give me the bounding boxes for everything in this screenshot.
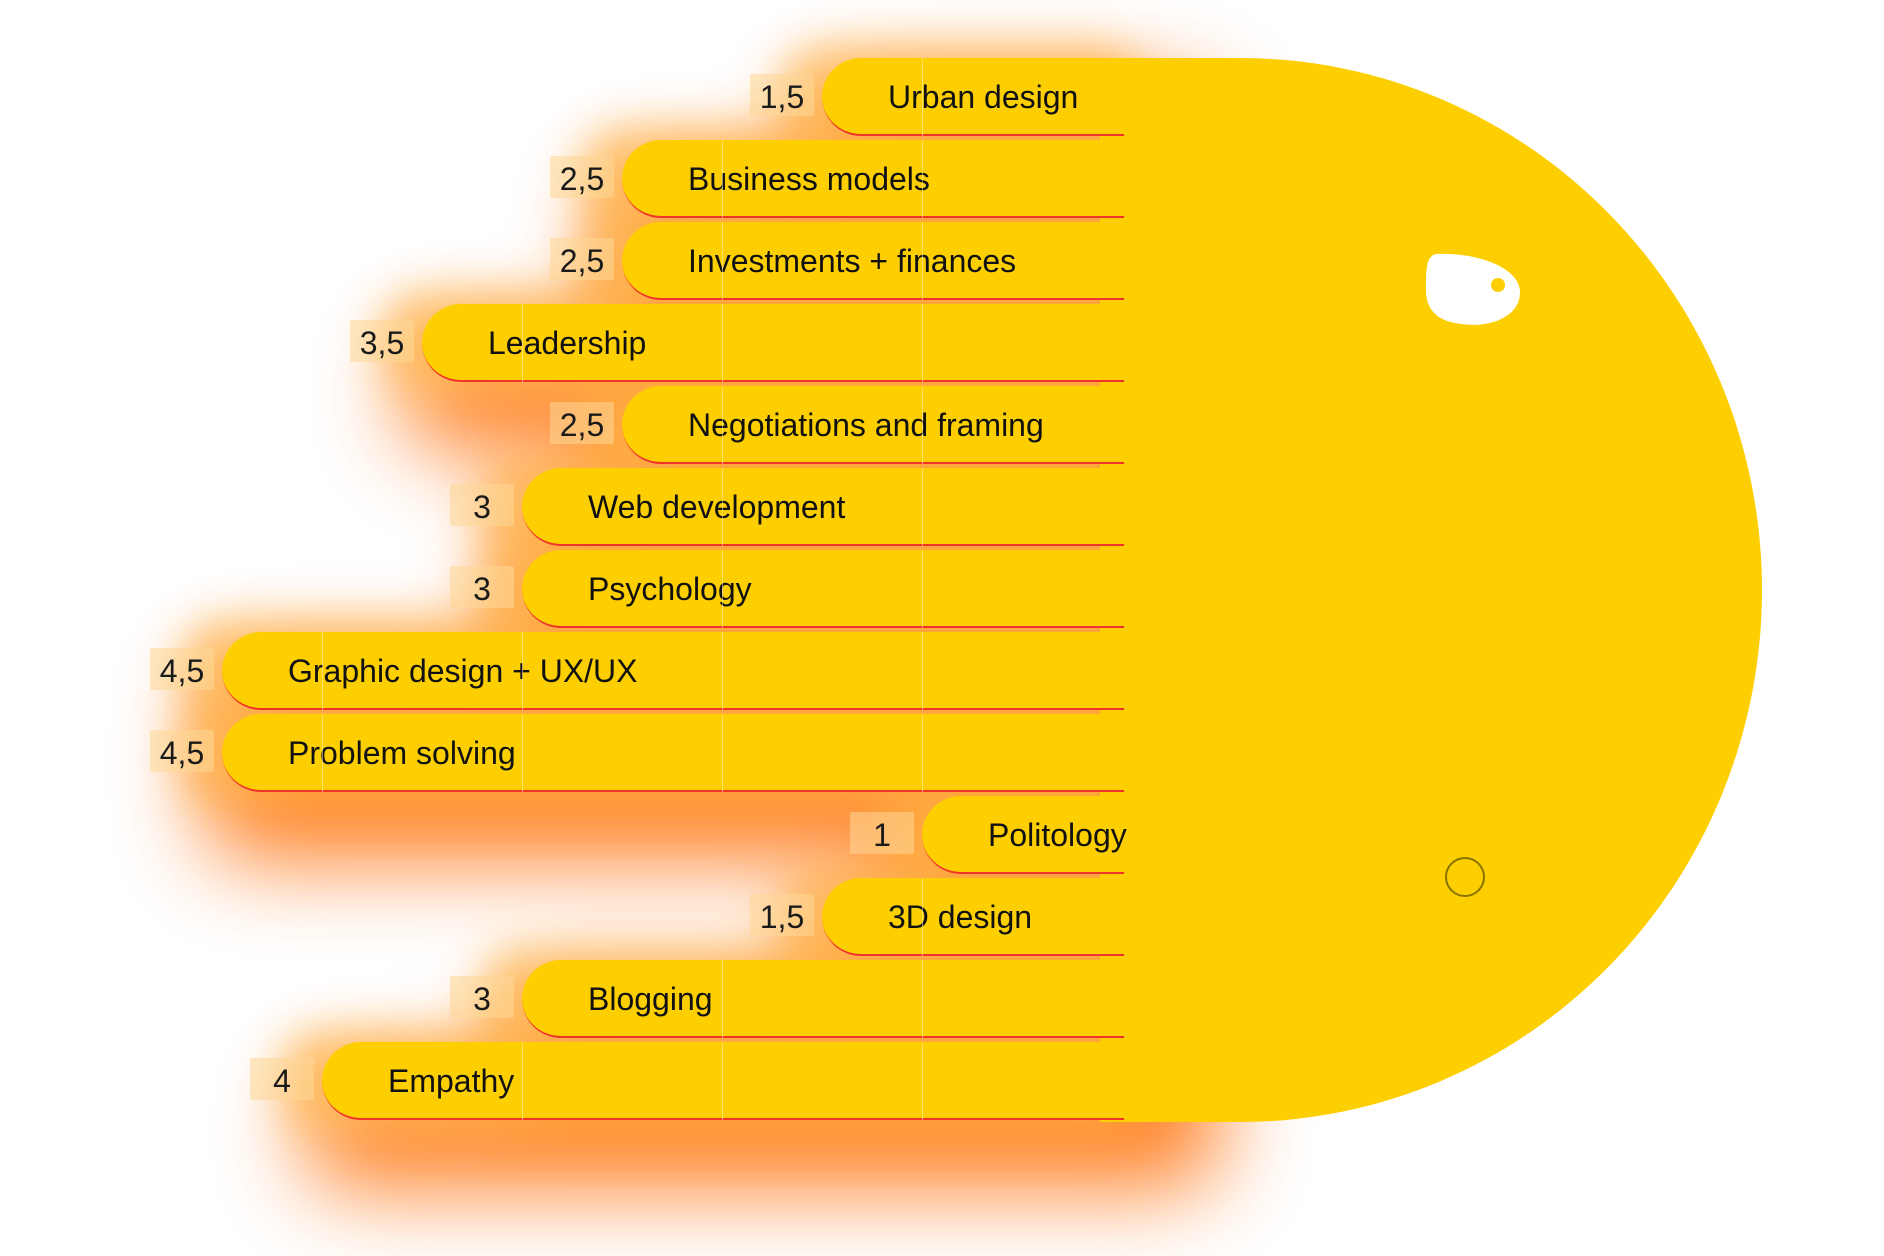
bar-label: Empathy — [388, 1063, 515, 1099]
bar — [422, 304, 1124, 382]
bar-label: Problem solving — [288, 735, 516, 771]
bar — [322, 1042, 1124, 1120]
bar — [522, 960, 1124, 1038]
value-label: 1,5 — [750, 74, 814, 116]
bar-label: Leadership — [488, 325, 647, 361]
bar — [522, 550, 1124, 628]
gridline — [722, 960, 723, 1038]
gridline — [722, 304, 723, 382]
bar — [222, 714, 1124, 792]
gridline — [322, 714, 323, 792]
bar — [622, 222, 1124, 300]
bar — [922, 796, 1124, 874]
value-label: 2,5 — [550, 156, 614, 198]
gridline — [722, 468, 723, 546]
gridline — [722, 1042, 723, 1120]
bar-row: 3D design 1,5 — [0, 878, 1884, 956]
gridline — [922, 386, 923, 464]
bar — [622, 140, 1124, 218]
bar-row: Problem solving 4,5 — [0, 714, 1884, 792]
gridline — [922, 632, 923, 710]
bar-label: Politology — [988, 817, 1127, 853]
bar-row: Web development 3 — [0, 468, 1884, 546]
gridline — [722, 550, 723, 628]
value-label: 4,5 — [150, 648, 214, 690]
gridline — [922, 58, 923, 136]
bar-label: Business models — [688, 161, 930, 197]
bar-label: Psychology — [588, 571, 752, 607]
value-label: 3 — [450, 484, 514, 526]
value-label: 1 — [850, 812, 914, 854]
gridline — [922, 714, 923, 792]
bar-label: Negotiations and framing — [688, 407, 1044, 443]
gridline — [922, 140, 923, 218]
bar-label: Web development — [588, 489, 846, 525]
gridline — [722, 386, 723, 464]
eye-pupil — [1491, 278, 1505, 292]
gridline — [722, 140, 723, 218]
gridline — [922, 550, 923, 628]
gridline — [322, 632, 323, 710]
bar-row: Empathy 4 — [0, 1042, 1884, 1120]
bar-row: Urban design 1,5 — [0, 58, 1884, 136]
bar-row: Leadership 3,5 — [0, 304, 1884, 382]
gridline — [922, 304, 923, 382]
gridline — [922, 878, 923, 956]
bar-row: Blogging 3 — [0, 960, 1884, 1038]
bar-row: Graphic design + UX/UX 4,5 — [0, 632, 1884, 710]
gridline — [922, 1042, 923, 1120]
gridline — [922, 960, 923, 1038]
bar-label: Investments + finances — [688, 243, 1017, 279]
bar — [822, 878, 1124, 956]
bar-row: Negotiations and framing 2,5 — [0, 386, 1884, 464]
gridline — [722, 714, 723, 792]
bar-label: Urban design — [888, 79, 1079, 115]
value-label: 4 — [250, 1058, 314, 1100]
value-label: 2,5 — [550, 238, 614, 280]
cursor-ring-icon — [1445, 857, 1485, 897]
gridline — [522, 1042, 523, 1120]
eye-icon — [1426, 253, 1520, 325]
value-label: 4,5 — [150, 730, 214, 772]
chomper-body — [1100, 58, 1762, 1122]
bar-row: Investments + finances 2,5 — [0, 222, 1884, 300]
bar — [222, 632, 1124, 710]
bar-row: Business models 2,5 — [0, 140, 1884, 218]
value-label: 3 — [450, 566, 514, 608]
gridline — [522, 304, 523, 382]
bar — [622, 386, 1124, 464]
bar-row: Politology 1 — [0, 796, 1884, 874]
gridline — [522, 714, 523, 792]
bar-label: 3D design — [888, 899, 1033, 935]
bar — [822, 58, 1124, 136]
gridline — [522, 632, 523, 710]
gridline — [922, 222, 923, 300]
value-label: 3 — [450, 976, 514, 1018]
gridline — [922, 468, 923, 546]
gridline — [722, 222, 723, 300]
bar-label: Blogging — [588, 981, 713, 1017]
bar-label: Graphic design + UX/UX — [288, 653, 638, 689]
value-label: 2,5 — [550, 402, 614, 444]
value-label: 1,5 — [750, 894, 814, 936]
bar — [522, 468, 1124, 546]
gridline — [722, 632, 723, 710]
value-label: 3,5 — [350, 320, 414, 362]
bar-row: Psychology 3 — [0, 550, 1884, 628]
